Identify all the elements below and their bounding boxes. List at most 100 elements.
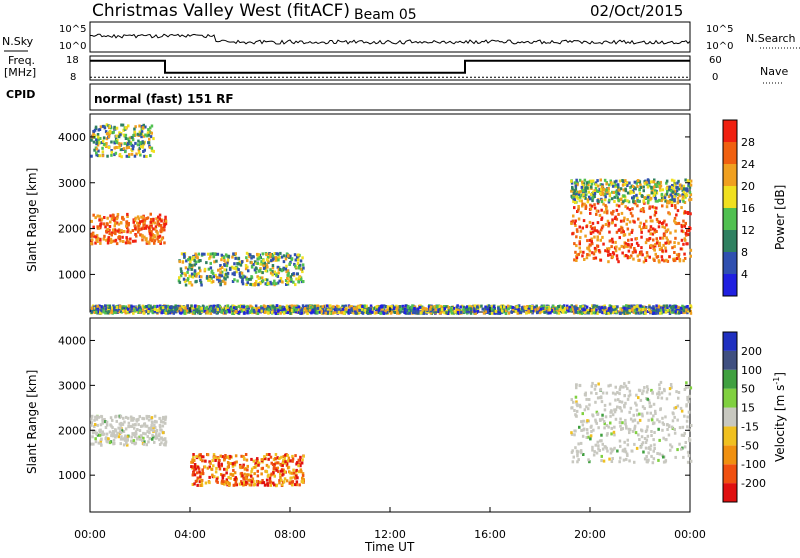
heatmap-cell <box>292 480 295 483</box>
heatmap-cell <box>134 155 137 158</box>
heatmap-cell <box>267 475 270 478</box>
heatmap-cell <box>646 391 649 394</box>
heatmap-cell <box>272 254 275 257</box>
heatmap-cell <box>157 220 160 223</box>
mhz-label: [MHz] <box>4 66 36 79</box>
heatmap-cell <box>616 450 619 453</box>
heatmap-cell <box>680 187 683 190</box>
heatmap-cell <box>120 415 123 418</box>
heatmap-cell <box>121 216 124 219</box>
heatmap-cell <box>260 472 263 475</box>
heatmap-cell <box>276 461 279 464</box>
heatmap-cell <box>193 459 196 462</box>
heatmap-cell <box>240 264 243 267</box>
heatmap-cell <box>125 126 128 129</box>
heatmap-cell <box>609 192 612 195</box>
heatmap-cell <box>218 465 221 468</box>
heatmap-cell <box>682 456 685 459</box>
heatmap-cell <box>268 453 271 456</box>
heatmap-cell <box>109 305 112 308</box>
heatmap-cell <box>591 446 594 449</box>
heatmap-cell <box>180 312 183 315</box>
heatmap-cell <box>672 191 675 194</box>
heatmap-cell <box>396 307 399 310</box>
heatmap-cell <box>681 225 684 228</box>
heatmap-cell <box>378 309 381 312</box>
heatmap-cell <box>678 194 681 197</box>
heatmap-cell <box>96 240 99 243</box>
heatmap-cell <box>595 309 598 312</box>
heatmap-cell <box>326 304 329 307</box>
heatmap-cell <box>647 435 650 438</box>
heatmap-cell <box>664 415 667 418</box>
heatmap-cell <box>678 188 681 191</box>
heatmap-cell <box>655 304 658 307</box>
heatmap-cell <box>661 193 664 196</box>
heatmap-cell <box>590 207 593 210</box>
freq-panel-frame <box>90 56 690 80</box>
heatmap-cell <box>591 196 594 199</box>
heatmap-cell <box>104 126 107 129</box>
heatmap-cell <box>125 427 128 430</box>
heatmap-cell <box>186 309 189 312</box>
heatmap-cell <box>578 426 581 429</box>
heatmap-cell <box>255 305 258 308</box>
heatmap-cell <box>647 186 650 189</box>
range-tick-label: 4000 <box>58 131 86 144</box>
date-label: 02/Oct/2015 <box>590 2 683 20</box>
freq-trace <box>90 61 690 73</box>
heatmap-cell <box>272 264 275 267</box>
heatmap-cell <box>116 217 119 220</box>
heatmap-cell <box>640 228 643 231</box>
heatmap-cell <box>622 386 625 389</box>
heatmap-cell <box>107 437 110 440</box>
heatmap-cell <box>673 259 676 262</box>
heatmap-cell <box>98 219 101 222</box>
heatmap-cell <box>159 217 162 220</box>
heatmap-cell <box>581 186 584 189</box>
heatmap-cell <box>286 277 289 280</box>
heatmap-cell <box>626 387 629 390</box>
heatmap-cell <box>521 306 524 309</box>
heatmap-cell <box>669 387 672 390</box>
heatmap-cell <box>647 196 650 199</box>
heatmap-cell <box>682 243 685 246</box>
heatmap-cell <box>413 307 416 310</box>
heatmap-cell <box>580 211 583 214</box>
heatmap-cell <box>239 466 242 469</box>
heatmap-cell <box>225 471 228 474</box>
heatmap-cell <box>116 420 119 423</box>
heatmap-cell <box>579 226 582 229</box>
heatmap-cell <box>614 184 617 187</box>
heatmap-cell <box>108 135 111 138</box>
heatmap-cell <box>286 479 289 482</box>
heatmap-cell <box>134 423 137 426</box>
heatmap-cell <box>572 220 575 223</box>
heatmap-cell <box>683 191 686 194</box>
heatmap-cell <box>201 307 204 310</box>
heatmap-cell <box>669 201 672 204</box>
heatmap-cell <box>336 305 339 308</box>
heatmap-cell <box>152 218 155 221</box>
heatmap-cell <box>193 259 196 262</box>
heatmap-cell <box>164 441 167 444</box>
heatmap-cell <box>653 259 656 262</box>
heatmap-cell <box>271 311 274 314</box>
heatmap-cell <box>103 216 106 219</box>
heatmap-cell <box>207 453 210 456</box>
heatmap-cell <box>406 309 409 312</box>
heatmap-cell <box>145 227 148 230</box>
heatmap-cell <box>113 431 116 434</box>
heatmap-cell <box>621 179 624 182</box>
heatmap-cell <box>296 476 299 479</box>
heatmap-cell <box>629 256 632 259</box>
heatmap-cell <box>633 414 636 417</box>
heatmap-cell <box>106 217 109 220</box>
heatmap-cell <box>256 483 259 486</box>
heatmap-cell <box>683 185 686 188</box>
heatmap-cell <box>653 450 656 453</box>
heatmap-cell <box>114 232 117 235</box>
heatmap-cell <box>665 259 668 262</box>
heatmap-cell <box>294 253 297 256</box>
heatmap-cell <box>197 477 200 480</box>
